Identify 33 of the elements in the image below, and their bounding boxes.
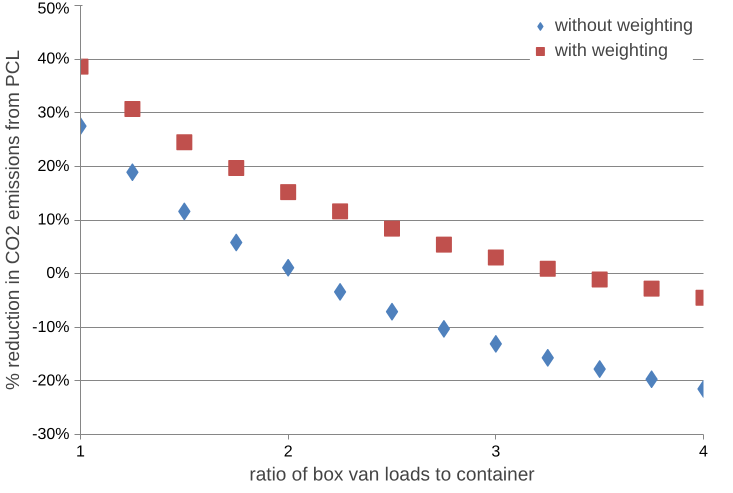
point xyxy=(438,320,450,338)
point xyxy=(645,370,658,388)
y-tick-label: -30% xyxy=(32,426,70,443)
point xyxy=(334,282,346,301)
y-tick-label: -10% xyxy=(32,318,70,336)
x-tick-label: 4 xyxy=(699,444,708,460)
x-axis-title: ratio of box van loads to container xyxy=(249,464,536,486)
point xyxy=(280,184,296,200)
x-tick-label: 2 xyxy=(284,444,293,460)
point xyxy=(644,280,660,297)
y-tick-label: 30% xyxy=(37,104,70,122)
legend-label: with weighting xyxy=(554,40,668,61)
y-tick-label: 10% xyxy=(37,212,70,228)
point xyxy=(332,203,348,220)
y-tick-label: -20% xyxy=(32,372,70,390)
legend-label: without weighting xyxy=(554,15,693,36)
y-axis-title: % reduction in CO2 emissions from PCL xyxy=(3,50,24,390)
y-tick-label: 50% xyxy=(37,0,70,18)
y-tick-label: 20% xyxy=(37,158,70,175)
y-tick-label: 40% xyxy=(37,50,70,68)
x-tick-label: 3 xyxy=(491,444,500,460)
y-tick-label: 0% xyxy=(46,265,70,282)
point xyxy=(488,250,504,266)
point xyxy=(124,100,140,117)
point xyxy=(228,160,244,176)
point xyxy=(384,220,400,237)
point xyxy=(386,302,398,321)
point xyxy=(436,236,452,253)
point xyxy=(540,260,556,277)
point xyxy=(592,272,608,288)
x-tick-label: 1 xyxy=(76,444,86,460)
point xyxy=(126,163,139,182)
point xyxy=(176,134,192,150)
